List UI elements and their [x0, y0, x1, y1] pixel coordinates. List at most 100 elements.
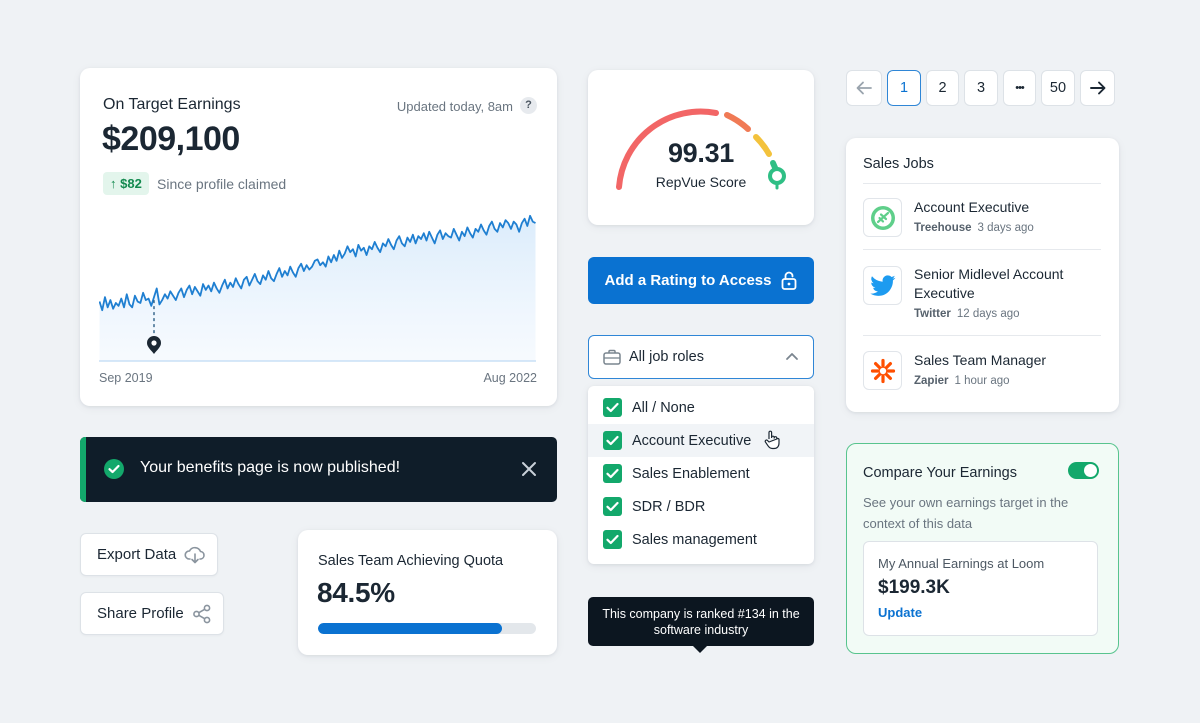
quota-progress-track: [318, 623, 536, 634]
job-roles-select[interactable]: All job roles: [588, 335, 814, 379]
checkbox-checked-icon[interactable]: [603, 431, 622, 450]
ranking-tooltip: This company is ranked #134 in the softw…: [588, 597, 814, 653]
my-earnings-label: My Annual Earnings at Loom: [878, 556, 1045, 571]
job-company: Treehouse: [914, 222, 972, 234]
ote-title: On Target Earnings: [103, 96, 241, 113]
divider: [863, 249, 1101, 250]
ote-updated-text: Updated today, 8am: [396, 99, 513, 114]
job-age: 12 days ago: [956, 308, 1020, 320]
score-gauge: [616, 108, 786, 190]
divider: [863, 335, 1101, 336]
add-rating-label: Add a Rating to Access: [604, 272, 772, 289]
job-title: Sales Team Manager: [914, 352, 1047, 368]
quota-value: 84.5%: [317, 577, 395, 608]
toast-message: Your benefits page is now published!: [140, 459, 401, 476]
checkbox-checked-icon[interactable]: [603, 497, 622, 516]
page-button-1[interactable]: 1: [887, 70, 921, 106]
earnings-line: [99, 214, 536, 312]
compare-toggle[interactable]: [1068, 462, 1099, 479]
twitter-logo-icon: [863, 266, 902, 305]
update-earnings-link[interactable]: Update: [878, 605, 923, 620]
chart-x-end-label: Aug 2022: [483, 371, 537, 385]
on-target-earnings-card: On Target Earnings Updated today, 8am ? …: [80, 68, 557, 406]
repvue-score-value: 99.31: [667, 138, 735, 168]
ote-amount: $209,100: [102, 120, 240, 158]
hand-cursor-icon: [764, 430, 780, 455]
arrow-right-icon: [1089, 81, 1106, 95]
tooltip-text: This company is ranked #134 in the softw…: [602, 607, 800, 637]
job-item-zapier[interactable]: Sales Team Manager Zapier 1 hour ago: [863, 351, 1103, 391]
checkbox-checked-icon[interactable]: [603, 398, 622, 417]
my-earnings-value: $199.3K: [878, 577, 950, 598]
earnings-chart[interactable]: [99, 208, 539, 366]
job-role-option[interactable]: Account Executive: [588, 424, 814, 457]
job-item-twitter[interactable]: Senior Midlevel Account Executive Twitte…: [863, 265, 1103, 325]
page-button-3[interactable]: 3: [964, 70, 998, 106]
job-company: Twitter: [914, 308, 951, 320]
help-icon[interactable]: ?: [520, 97, 537, 114]
next-page-button[interactable]: [1080, 70, 1115, 106]
quota-card: Sales Team Achieving Quota 84.5%: [298, 530, 557, 655]
arrow-up-icon: ↑: [110, 176, 117, 191]
export-data-button[interactable]: Export Data: [80, 533, 218, 576]
tooltip-arrow: [693, 646, 707, 653]
compare-description: See your own earnings target in the cont…: [863, 495, 1069, 531]
earnings-area: [99, 215, 536, 361]
sales-jobs-card: Sales Jobs Account Executive Treehouse 3 …: [846, 138, 1119, 412]
export-data-label: Export Data: [97, 546, 177, 563]
checkbox-checked-icon[interactable]: [603, 530, 622, 549]
job-roles-selected: All job roles: [629, 349, 704, 365]
share-profile-label: Share Profile: [97, 605, 184, 622]
briefcase-icon: [603, 349, 621, 365]
success-toast: Your benefits page is now published!: [80, 437, 557, 502]
chevron-up-icon: [785, 350, 799, 364]
job-role-label: All / None: [632, 399, 695, 416]
page-button-2[interactable]: 2: [926, 70, 959, 106]
job-title: Account Executive: [914, 199, 1030, 215]
job-title: Senior Midlevel Account Executive: [914, 266, 1064, 301]
add-rating-button[interactable]: Add a Rating to Access: [588, 257, 814, 304]
job-role-label: SDR / BDR: [632, 498, 706, 515]
share-profile-button[interactable]: Share Profile: [80, 592, 224, 635]
my-earnings-box: My Annual Earnings at Loom $199.3K Updat…: [863, 541, 1098, 636]
cloud-download-icon: [184, 546, 206, 564]
ote-delta-value: $82: [120, 176, 142, 191]
close-icon[interactable]: [521, 461, 537, 477]
unlock-icon: [781, 271, 797, 290]
treehouse-logo-icon: [863, 198, 902, 237]
job-roles-dropdown: All / None Account Executive Sales Enablem…: [588, 386, 814, 564]
repvue-score-card: 99.31 RepVue Score: [588, 70, 814, 225]
quota-title: Sales Team Achieving Quota: [318, 553, 504, 569]
sales-jobs-title: Sales Jobs: [863, 156, 934, 172]
job-role-option[interactable]: Sales management: [588, 523, 814, 556]
ote-delta-badge: ↑ $82: [103, 172, 149, 195]
page-ellipsis: •••: [1003, 70, 1036, 106]
job-role-option[interactable]: All / None: [588, 391, 814, 424]
job-age: 1 hour ago: [954, 375, 1010, 387]
job-age: 3 days ago: [977, 222, 1034, 234]
arrow-left-icon: [856, 81, 872, 95]
checkbox-checked-icon[interactable]: [603, 464, 622, 483]
job-item-treehouse[interactable]: Account Executive Treehouse 3 days ago: [863, 198, 1103, 238]
job-role-label: Sales Enablement: [632, 465, 750, 482]
repvue-score-label: RepVue Score: [655, 174, 747, 190]
quota-progress-fill: [318, 623, 503, 634]
divider: [863, 183, 1101, 184]
check-circle-icon: [104, 459, 124, 479]
gauge-segment-red: [616, 108, 719, 190]
ote-since-text: Since profile claimed: [157, 176, 287, 192]
job-role-label: Account Executive: [632, 432, 752, 449]
page-button-50[interactable]: 50: [1041, 70, 1075, 106]
share-icon: [192, 604, 212, 624]
prev-page-button[interactable]: [846, 70, 882, 106]
zapier-logo-icon: [863, 351, 902, 390]
gauge-segment-yellow: [753, 134, 772, 157]
job-company: Zapier: [914, 375, 949, 387]
job-role-label: Sales management: [632, 531, 757, 548]
compare-title: Compare Your Earnings: [863, 465, 1017, 481]
compare-earnings-card: Compare Your Earnings See your own earni…: [846, 443, 1119, 654]
toast-accent-bar: [80, 437, 86, 502]
gauge-segment-orange: [724, 112, 751, 132]
job-role-option[interactable]: SDR / BDR: [588, 490, 814, 523]
job-role-option[interactable]: Sales Enablement: [588, 457, 814, 490]
